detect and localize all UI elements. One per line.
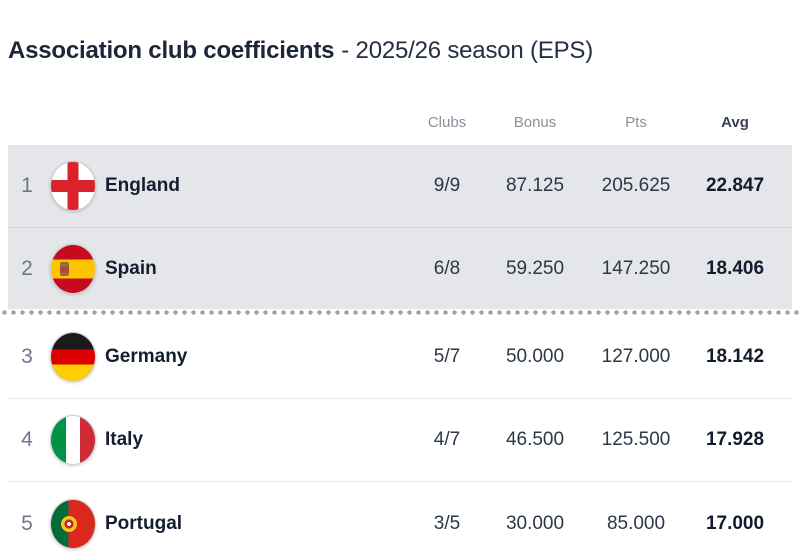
- column-header-clubs: Clubs: [427, 113, 467, 131]
- bonus-value: 30.000: [505, 512, 565, 534]
- table-header-row: Clubs Bonus Pts Avg: [8, 112, 792, 132]
- bonus-value: 46.500: [505, 429, 565, 450]
- clubs-value: 3/5: [433, 512, 461, 534]
- pts-value: 147.250: [601, 257, 671, 279]
- rank-label: 3: [21, 345, 33, 368]
- germany-flag-icon: [50, 332, 96, 382]
- table-row-england[interactable]: 1 England 9/9 87.125 205.625 22.847: [8, 145, 792, 227]
- clubs-value: 6/8: [433, 257, 461, 279]
- table-row-italy[interactable]: 4 Italy 4/7 46.500 125.500 17.928: [8, 399, 792, 482]
- avg-value: 22.847: [705, 175, 765, 196]
- page-title: Association club coefficients - 2025/26 s…: [8, 36, 792, 66]
- england-flag-icon: [50, 161, 96, 211]
- country-name: England: [105, 175, 180, 196]
- table-row-portugal[interactable]: 5 Portugal 3/5 30.000 85.000 17.000: [8, 482, 792, 555]
- country-name: Germany: [105, 346, 188, 367]
- page-title-season: - 2025/26 season (EPS): [341, 37, 594, 64]
- country-name: Italy: [105, 429, 144, 450]
- bonus-value: 87.125: [505, 175, 565, 196]
- avg-value: 18.142: [705, 346, 765, 367]
- bonus-value: 59.250: [505, 257, 565, 279]
- table-row-spain[interactable]: 2 Spain 6/8 59.250 147.250 18.406: [8, 227, 792, 309]
- pts-value: 85.000: [606, 512, 666, 534]
- column-header-pts: Pts: [625, 113, 647, 131]
- spain-flag-icon: [50, 243, 96, 294]
- pts-value: 127.000: [601, 346, 671, 367]
- avg-value: 17.928: [705, 429, 765, 450]
- rank-label: 1: [21, 174, 33, 197]
- country-name: Portugal: [105, 512, 183, 534]
- pts-value: 125.500: [601, 429, 671, 450]
- column-header-bonus: Bonus: [513, 113, 557, 131]
- avg-value: 17.000: [705, 512, 765, 534]
- portugal-flag-icon: [50, 498, 96, 549]
- table-row-germany[interactable]: 3 Germany 5/7 50.000 127.000 18.142: [8, 316, 792, 399]
- rank-label: 4: [21, 428, 33, 451]
- bonus-value: 50.000: [505, 346, 565, 367]
- rank-label: 5: [21, 511, 33, 535]
- qualification-cutoff-separator: [0, 310, 800, 315]
- clubs-value: 4/7: [433, 429, 461, 450]
- clubs-value: 5/7: [433, 346, 461, 367]
- clubs-value: 9/9: [433, 175, 461, 196]
- country-name: Spain: [105, 257, 157, 279]
- page-title-main: Association club coefficients: [8, 37, 335, 64]
- column-header-avg: Avg: [721, 113, 749, 131]
- pts-value: 205.625: [601, 175, 671, 196]
- avg-value: 18.406: [705, 257, 765, 279]
- italy-flag-icon: [50, 415, 96, 465]
- coefficients-page: Association club coefficients - 2025/26 s…: [0, 36, 800, 555]
- rank-label: 2: [21, 256, 33, 280]
